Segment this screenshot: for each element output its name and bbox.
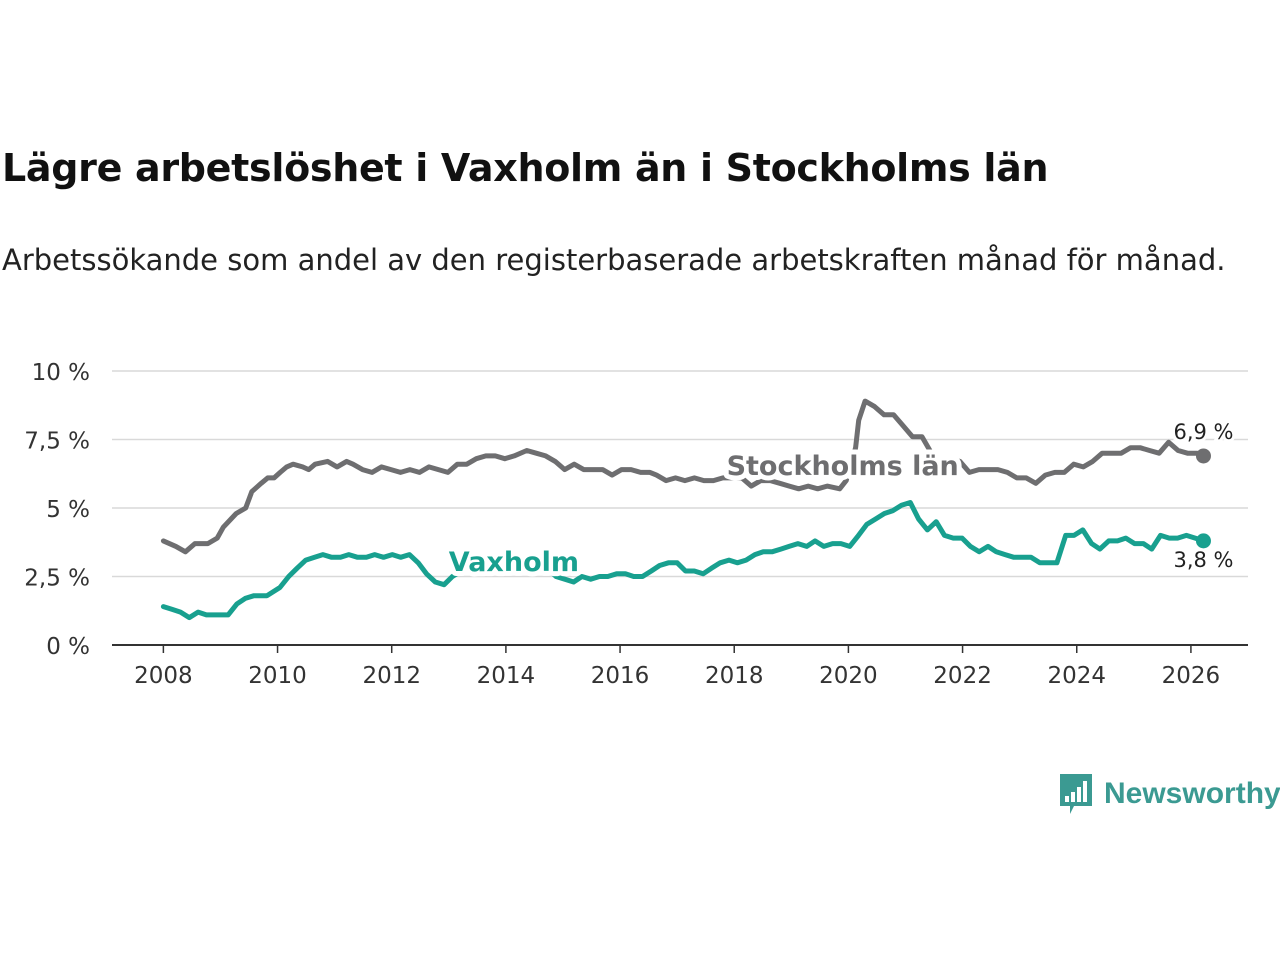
x-tick-label: 2012 — [362, 663, 421, 689]
brand-logo[interactable]: Newsworthy — [1058, 772, 1280, 816]
x-tick-label: 2024 — [1047, 663, 1106, 689]
series-end-label-vaxholm: 3,8 % — [1173, 548, 1233, 572]
x-tick-label: 2014 — [477, 663, 536, 689]
line-chart: 0 % 2,5 % 5 % 7,5 % 10 % 2008 2010 2012 2014 2016… — [24, 360, 1248, 689]
x-tick-label: 2018 — [705, 663, 764, 689]
series-line-stockholm — [160, 398, 1206, 555]
x-tick-label: 2008 — [134, 663, 193, 689]
x-tick-label: 2022 — [933, 663, 992, 689]
x-tick-label: 2020 — [819, 663, 878, 689]
x-tick-label: 2016 — [591, 663, 650, 689]
x-tick-label: 2026 — [1162, 663, 1221, 689]
series-end-marker-vaxholm — [1195, 533, 1211, 549]
x-tick-label: 2010 — [248, 663, 307, 689]
series-end-label-stockholm: 6,9 % — [1173, 420, 1233, 444]
chart-subtitle: Arbetssökande som andel av den registerb… — [2, 243, 1226, 277]
y-tick-label: 2,5 % — [24, 566, 90, 592]
chart-title: Lägre arbetslöshet i Vaxholm än i Stockh… — [2, 146, 1049, 190]
bar-chart-speech-bubble-icon — [1060, 774, 1092, 814]
series-end-marker-stockholm — [1195, 448, 1211, 464]
series-label-vaxholm: Vaxholm — [449, 547, 579, 578]
y-tick-label: 5 % — [46, 497, 90, 523]
series-label-stockholm: Stockholms län — [727, 451, 959, 482]
series-line-vaxholm — [160, 500, 1206, 621]
y-tick-label: 0 % — [46, 634, 90, 660]
y-tick-label: 7,5 % — [24, 429, 90, 455]
brand-name: Newsworthy — [1104, 777, 1280, 810]
y-tick-label: 10 % — [32, 360, 90, 386]
